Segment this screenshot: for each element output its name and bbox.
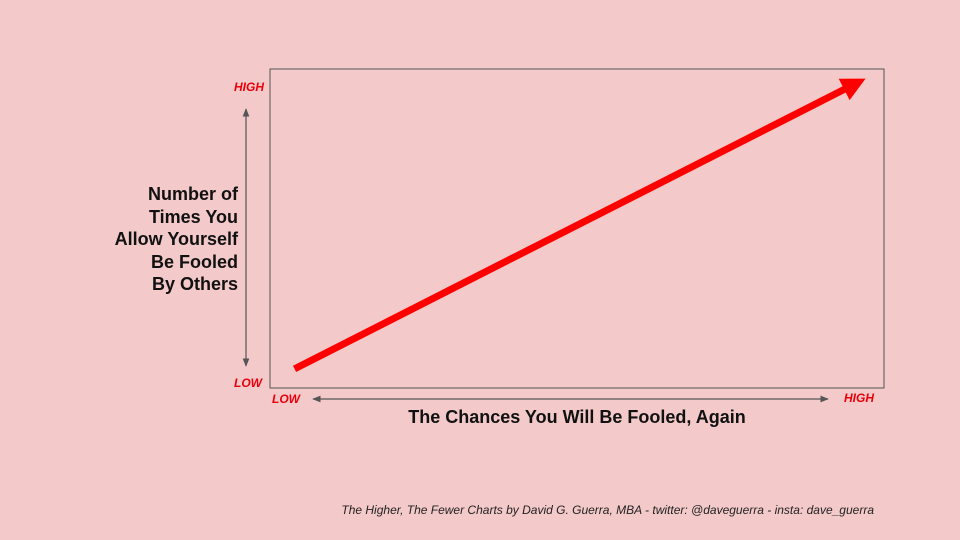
- y-axis-label-line: Be Fooled: [150, 251, 238, 272]
- y-axis-label-line: Allow Yourself: [114, 229, 238, 249]
- y-axis-label-line: Times You: [148, 206, 238, 227]
- y-axis-label-line: Number of: [148, 184, 238, 204]
- y-tick-low: LOW: [234, 376, 262, 390]
- x-tick-low: LOW: [272, 392, 300, 406]
- plot-frame: [269, 68, 885, 389]
- trend-line: [292, 85, 848, 372]
- y-tick-high: HIGH: [234, 80, 264, 94]
- trend-arrowhead: [838, 78, 866, 101]
- x-axis-label: The Chances You Will Be Fooled, Again: [408, 407, 746, 427]
- y-axis-label-line: By Others: [151, 274, 238, 294]
- y-axis-label: Number of Times You Allow Yourself Be Fo…: [115, 183, 238, 296]
- credit-footer: The Higher, The Fewer Charts by David G.…: [341, 503, 874, 517]
- x-tick-high: HIGH: [844, 391, 874, 405]
